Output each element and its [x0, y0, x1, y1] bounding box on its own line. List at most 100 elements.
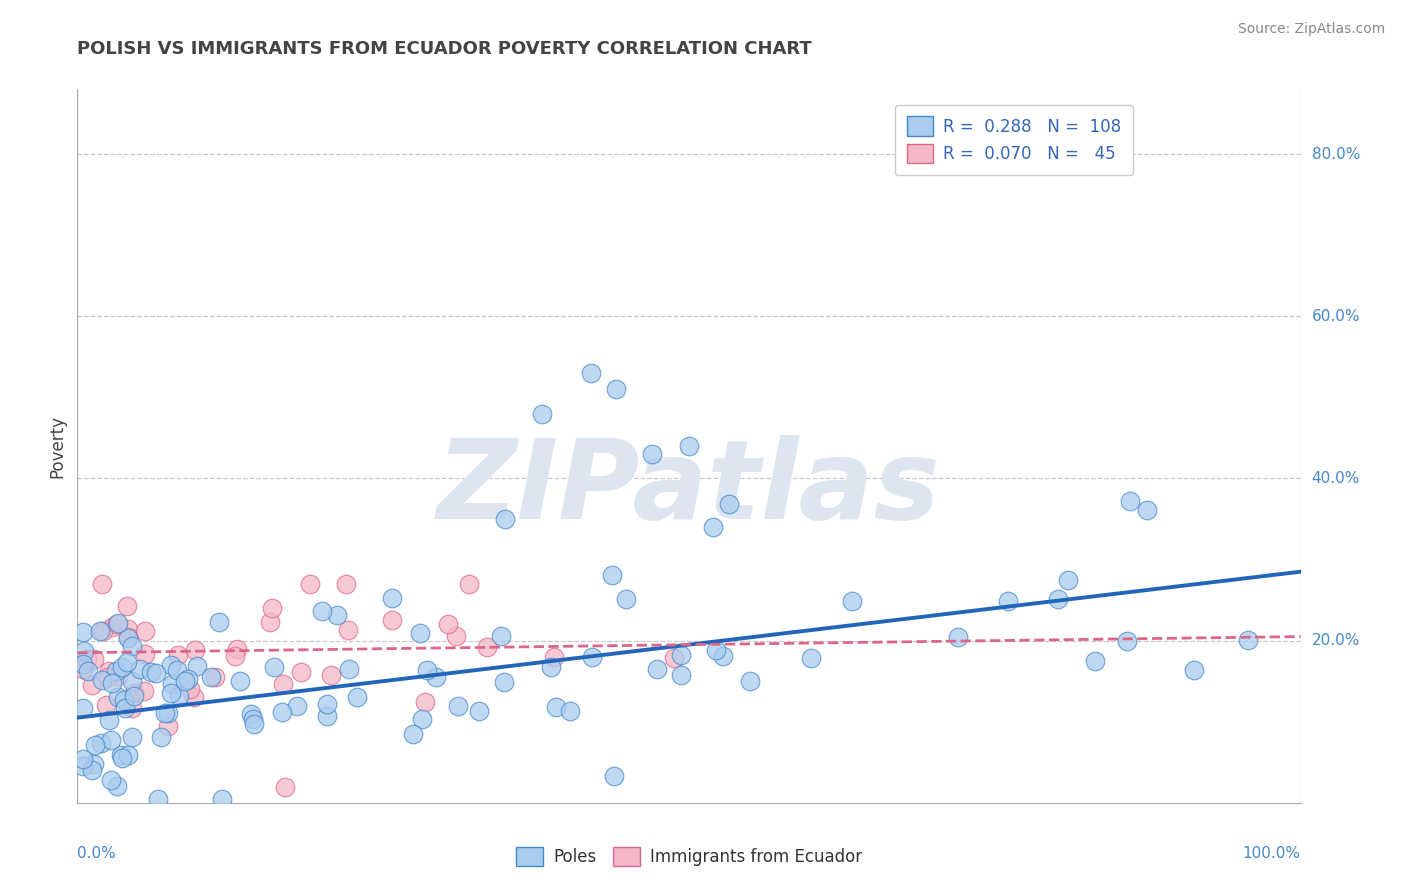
- Point: [156, 719, 179, 733]
- Point: [200, 670, 222, 684]
- Point: [274, 780, 297, 794]
- Point: [603, 769, 626, 783]
- Point: [492, 675, 515, 690]
- Point: [346, 690, 368, 704]
- Point: [157, 706, 180, 720]
- Legend: Poles, Immigrants from Ecuador: Poles, Immigrants from Ecuador: [509, 840, 869, 873]
- Point: [121, 700, 143, 714]
- Point: [72, 657, 94, 672]
- Point: [122, 690, 145, 704]
- Point: [259, 615, 281, 629]
- Point: [662, 651, 685, 665]
- Point: [326, 608, 349, 623]
- Point: [89, 624, 111, 638]
- Point: [134, 648, 156, 662]
- Point: [468, 704, 491, 718]
- Point: [416, 663, 439, 677]
- Point: [717, 497, 740, 511]
- Point: [117, 631, 139, 645]
- Point: [224, 649, 246, 664]
- Point: [183, 690, 205, 704]
- Point: [457, 577, 479, 591]
- Point: [316, 697, 339, 711]
- Point: [117, 747, 139, 762]
- Point: [437, 616, 460, 631]
- Point: [475, 640, 498, 655]
- Point: [148, 791, 170, 805]
- Point: [72, 759, 94, 773]
- Point: [711, 648, 734, 663]
- Point: [678, 439, 700, 453]
- Point: [489, 629, 512, 643]
- Point: [240, 706, 263, 721]
- Point: [107, 615, 129, 630]
- Point: [84, 738, 107, 752]
- Text: 100.0%: 100.0%: [1243, 846, 1301, 861]
- Point: [1115, 634, 1137, 648]
- Point: [841, 594, 863, 608]
- Point: [1056, 574, 1078, 588]
- Point: [100, 733, 122, 747]
- Text: Source: ZipAtlas.com: Source: ZipAtlas.com: [1237, 22, 1385, 37]
- Point: [1084, 655, 1107, 669]
- Point: [647, 662, 669, 676]
- Point: [98, 665, 121, 679]
- Point: [540, 660, 562, 674]
- Point: [337, 623, 360, 637]
- Point: [228, 674, 250, 689]
- Point: [167, 648, 190, 662]
- Point: [97, 670, 120, 684]
- Point: [80, 763, 103, 777]
- Point: [153, 706, 176, 721]
- Point: [90, 577, 112, 591]
- Point: [1182, 663, 1205, 677]
- Point: [83, 757, 105, 772]
- Point: [179, 682, 201, 697]
- Point: [208, 615, 231, 629]
- Point: [1237, 633, 1260, 648]
- Point: [105, 664, 128, 678]
- Point: [159, 686, 181, 700]
- Text: 60.0%: 60.0%: [1312, 309, 1360, 324]
- Point: [76, 652, 98, 666]
- Point: [76, 664, 98, 678]
- Point: [121, 639, 143, 653]
- Point: [997, 594, 1019, 608]
- Point: [105, 616, 128, 631]
- Point: [110, 751, 132, 765]
- Point: [1047, 591, 1070, 606]
- Point: [186, 658, 208, 673]
- Point: [401, 727, 423, 741]
- Point: [495, 512, 517, 526]
- Point: [166, 663, 188, 677]
- Point: [444, 629, 467, 643]
- Point: [72, 701, 94, 715]
- Point: [669, 667, 692, 681]
- Point: [381, 613, 404, 627]
- Point: [105, 779, 128, 793]
- Point: [641, 447, 664, 461]
- Point: [579, 366, 602, 380]
- Point: [413, 694, 436, 708]
- Text: POLISH VS IMMIGRANTS FROM ECUADOR POVERTY CORRELATION CHART: POLISH VS IMMIGRANTS FROM ECUADOR POVERT…: [77, 40, 813, 58]
- Point: [262, 601, 284, 615]
- Point: [132, 683, 155, 698]
- Point: [72, 752, 94, 766]
- Point: [91, 673, 114, 687]
- Point: [122, 686, 145, 700]
- Point: [946, 630, 969, 644]
- Point: [425, 670, 447, 684]
- Point: [114, 701, 136, 715]
- Point: [290, 665, 312, 679]
- Point: [614, 592, 637, 607]
- Point: [134, 624, 156, 638]
- Point: [96, 698, 118, 713]
- Point: [98, 713, 121, 727]
- Point: [531, 407, 554, 421]
- Point: [110, 748, 132, 763]
- Point: [337, 662, 360, 676]
- Point: [316, 709, 339, 723]
- Point: [160, 677, 183, 691]
- Point: [602, 568, 624, 582]
- Point: [335, 577, 357, 591]
